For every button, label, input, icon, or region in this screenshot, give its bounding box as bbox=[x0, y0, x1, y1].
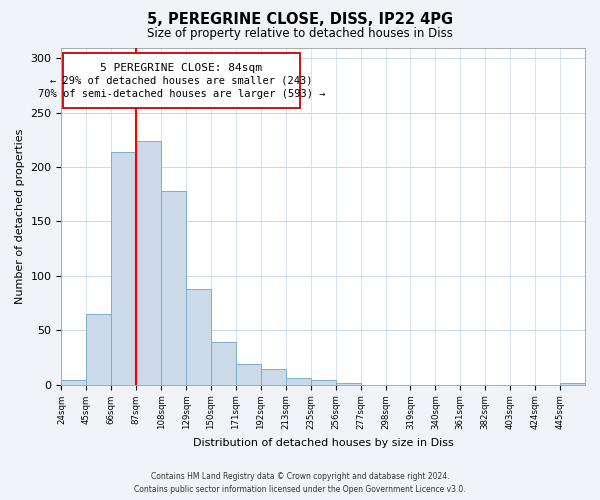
Bar bbox=[136, 141, 161, 384]
X-axis label: Distribution of detached houses by size in Diss: Distribution of detached houses by size … bbox=[193, 438, 454, 448]
Text: 5 PEREGRINE CLOSE: 84sqm: 5 PEREGRINE CLOSE: 84sqm bbox=[100, 62, 262, 72]
Bar bbox=[111, 152, 136, 384]
Bar bbox=[311, 380, 335, 384]
Bar bbox=[86, 314, 111, 384]
Bar bbox=[261, 370, 286, 384]
Bar bbox=[236, 364, 261, 384]
Bar bbox=[61, 380, 86, 384]
Y-axis label: Number of detached properties: Number of detached properties bbox=[15, 128, 25, 304]
Text: ← 29% of detached houses are smaller (243): ← 29% of detached houses are smaller (24… bbox=[50, 76, 313, 86]
Text: 5, PEREGRINE CLOSE, DISS, IP22 4PG: 5, PEREGRINE CLOSE, DISS, IP22 4PG bbox=[147, 12, 453, 28]
Bar bbox=[161, 191, 186, 384]
Text: Contains HM Land Registry data © Crown copyright and database right 2024.
Contai: Contains HM Land Registry data © Crown c… bbox=[134, 472, 466, 494]
Text: Size of property relative to detached houses in Diss: Size of property relative to detached ho… bbox=[147, 28, 453, 40]
Bar bbox=[186, 289, 211, 384]
Bar bbox=[64, 53, 299, 108]
Bar bbox=[211, 342, 236, 384]
Bar bbox=[286, 378, 311, 384]
Text: 70% of semi-detached houses are larger (593) →: 70% of semi-detached houses are larger (… bbox=[38, 89, 325, 99]
